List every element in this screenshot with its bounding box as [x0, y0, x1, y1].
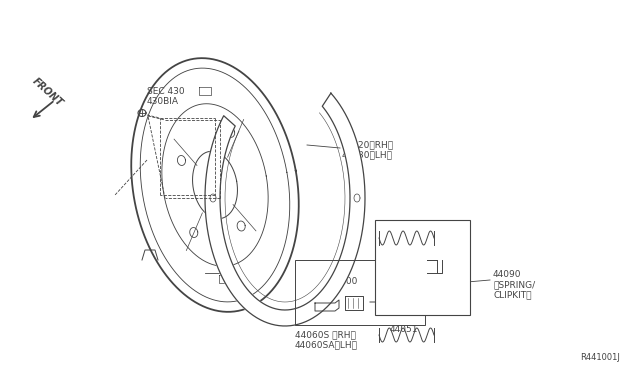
- Text: 44060S 〈RH〉
44060SA〈LH〉: 44060S 〈RH〉 44060SA〈LH〉: [295, 330, 358, 349]
- Text: 44020〈RH〉
44030〈LH〉: 44020〈RH〉 44030〈LH〉: [342, 140, 394, 159]
- Bar: [295, 260, 425, 325]
- Text: R441001J: R441001J: [580, 353, 620, 362]
- Polygon shape: [205, 93, 365, 326]
- Text: 44051: 44051: [390, 325, 419, 334]
- Bar: [375, 220, 470, 315]
- Text: 44200: 44200: [330, 278, 358, 286]
- Polygon shape: [131, 58, 299, 312]
- Text: SEC 430
430BIA: SEC 430 430BIA: [147, 87, 184, 106]
- Text: FRONT: FRONT: [31, 76, 65, 108]
- Text: 44090
〈SPRING/
CLIPKIT〉: 44090 〈SPRING/ CLIPKIT〉: [493, 270, 535, 300]
